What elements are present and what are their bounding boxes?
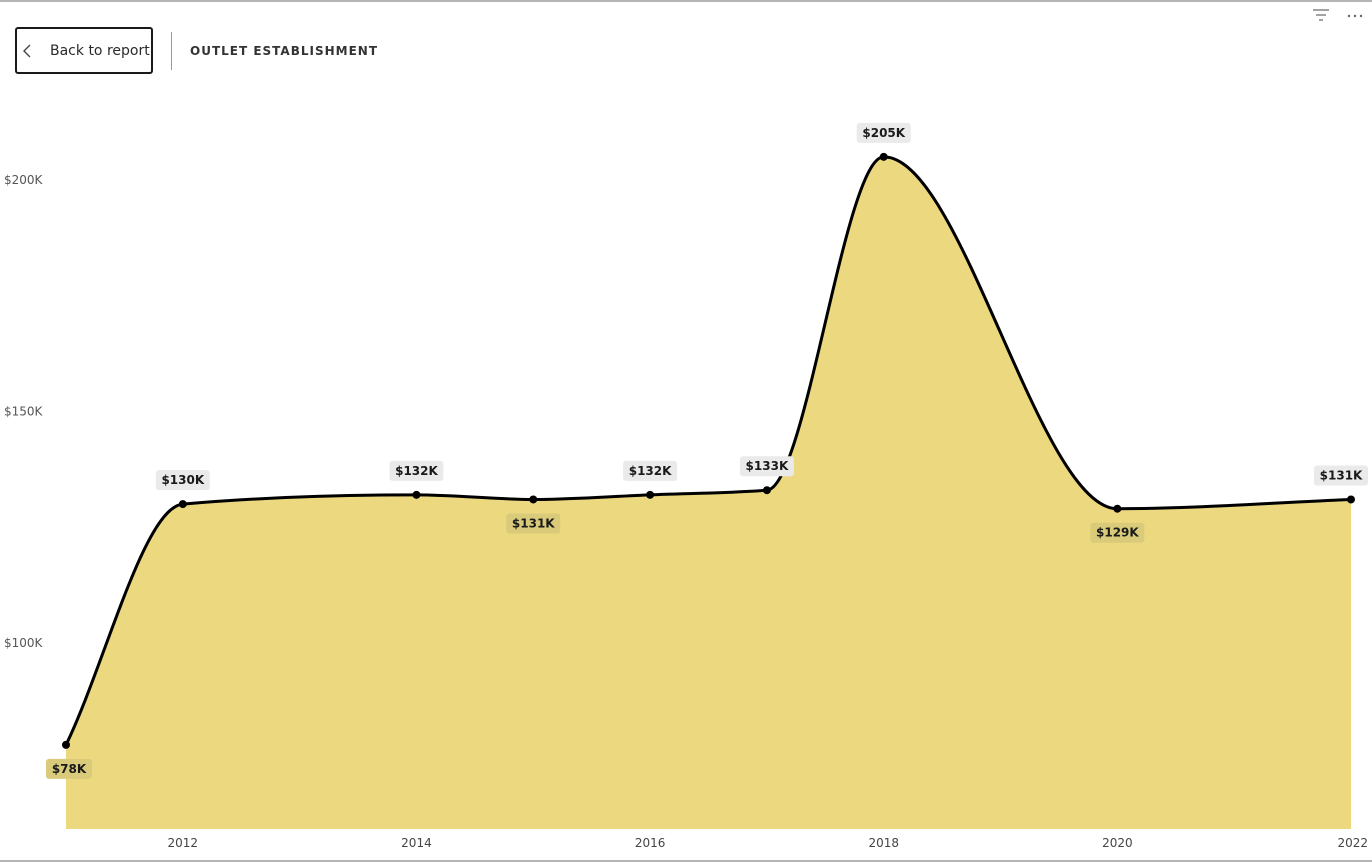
data-label: $78K — [46, 758, 92, 779]
data-label-text: $131K — [512, 516, 555, 530]
data-point[interactable] — [178, 500, 187, 509]
data-label-bg — [46, 758, 92, 779]
data-label: $132K — [623, 460, 678, 481]
x-tick-label: 2012 — [168, 836, 199, 850]
visual-toolbar — [1312, 6, 1364, 24]
data-label-text: $78K — [52, 762, 87, 776]
header-divider — [171, 31, 172, 70]
area-fill — [66, 156, 1351, 830]
page-title: OUTLET ESTABLISHMENT — [190, 43, 379, 58]
data-label-text: $132K — [629, 464, 672, 478]
data-label: $129K — [1090, 522, 1145, 543]
x-tick-label: 2016 — [635, 836, 666, 850]
chevron-left-icon — [23, 44, 31, 57]
x-tick-label: 2020 — [1102, 836, 1133, 850]
data-label-text: $133K — [746, 459, 789, 473]
data-point[interactable] — [412, 490, 421, 499]
data-label-text: $129K — [1096, 526, 1139, 540]
data-point[interactable] — [529, 495, 538, 504]
data-label: $133K — [739, 456, 794, 477]
data-point[interactable] — [1113, 504, 1122, 513]
data-label-text: $131K — [1320, 468, 1363, 482]
data-label: $132K — [389, 460, 444, 481]
data-label-bg — [506, 513, 561, 534]
data-label: $130K — [155, 470, 210, 491]
data-label-text: $132K — [395, 464, 438, 478]
x-tick-label: 2014 — [401, 836, 432, 850]
y-tick-label: $200K — [4, 173, 44, 187]
data-label: $131K — [1314, 465, 1368, 486]
y-tick-label: $100K — [4, 636, 44, 650]
data-point[interactable] — [646, 490, 655, 499]
data-point[interactable] — [762, 486, 771, 495]
x-tick-label: 2018 — [868, 836, 899, 850]
data-point[interactable] — [879, 152, 888, 161]
back-to-report-button[interactable]: Back to report — [15, 27, 153, 74]
back-to-report-label: Back to report — [50, 42, 150, 59]
x-tick-label: 2022 — [1337, 836, 1368, 850]
y-tick-label: $150K — [4, 405, 44, 419]
data-point[interactable] — [1347, 495, 1355, 504]
data-label-bg — [623, 460, 678, 481]
data-label-bg — [1090, 522, 1145, 543]
data-label-bg — [856, 122, 911, 143]
data-label: $131K — [506, 513, 561, 534]
data-label-bg — [739, 456, 794, 477]
data-label-bg — [389, 460, 444, 481]
data-label: $205K — [856, 122, 911, 143]
filter-icon[interactable] — [1312, 6, 1330, 24]
data-label-bg — [1314, 465, 1368, 486]
data-label-text: $205K — [862, 126, 905, 140]
more-options-icon[interactable] — [1346, 6, 1364, 24]
data-label-text: $130K — [161, 473, 204, 487]
series-line — [64, 155, 1352, 746]
data-label-bg — [155, 470, 210, 491]
data-point[interactable] — [62, 740, 70, 749]
header-bar: Back to report OUTLET ESTABLISHMENT — [15, 27, 378, 74]
